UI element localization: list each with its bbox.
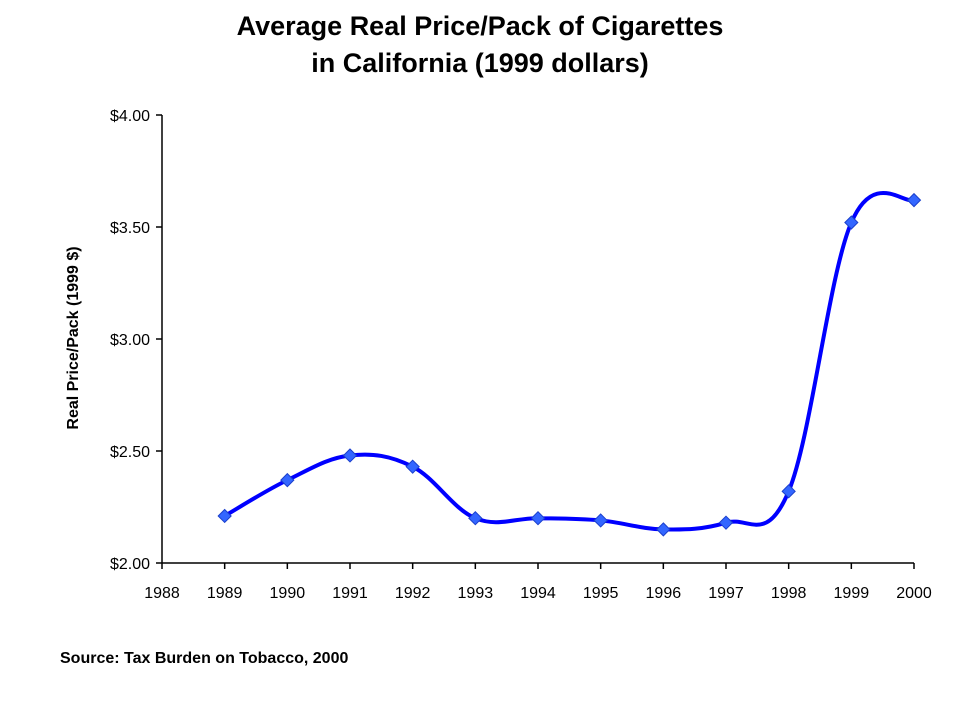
y-axis-label: Real Price/Pack (1999 $)	[65, 246, 82, 429]
y-tick-label: $2.00	[110, 556, 150, 573]
x-tick-label: 1992	[395, 585, 431, 602]
x-tick-labels: 1988 1989 1990 1991 1992 1993 1994 1995 1996 1997…	[144, 585, 932, 602]
series-line	[223, 190, 915, 532]
x-tick-label: 1993	[458, 585, 494, 602]
x-tick-label: 2000	[896, 585, 932, 602]
data-point-marker	[781, 484, 796, 499]
chart-title-line-2: in California (1999 dollars)	[311, 48, 649, 78]
x-tick-label: 1991	[332, 585, 368, 602]
x-tick-label: 1994	[520, 585, 556, 602]
series-group	[217, 190, 922, 537]
y-tick-label: $3.50	[110, 220, 150, 237]
x-tick-label: 1988	[144, 585, 180, 602]
data-point-marker	[906, 192, 922, 208]
x-tick-label: 1990	[270, 585, 306, 602]
data-point-marker	[844, 215, 859, 230]
data-point-marker	[530, 510, 546, 526]
data-point-marker	[405, 459, 420, 474]
y-tick-label: $3.00	[110, 332, 150, 349]
data-point-marker	[468, 510, 483, 526]
y-tick-label: $4.00	[110, 108, 150, 125]
x-tick-label: 1997	[708, 585, 744, 602]
axes	[156, 114, 915, 569]
y-tick-labels: $2.00 $2.50 $3.00 $3.50 $4.00	[110, 108, 150, 573]
data-point-marker	[593, 513, 608, 528]
data-point-marker	[656, 522, 671, 537]
x-tick-label: 1989	[207, 585, 243, 602]
data-point-marker	[718, 515, 734, 530]
x-tick-label: 1998	[771, 585, 807, 602]
data-point-marker	[342, 448, 358, 463]
y-tick-label: $2.50	[110, 444, 150, 461]
chart-title: Average Real Price/Pack of Cigarettes in…	[0, 8, 960, 82]
data-point-marker	[217, 508, 232, 524]
x-tick-label: 1996	[646, 585, 682, 602]
source-note: Source: Tax Burden on Tobacco, 2000	[60, 650, 349, 667]
x-tick-label: 1995	[583, 585, 619, 602]
chart-title-line-1: Average Real Price/Pack of Cigarettes	[236, 11, 724, 41]
data-point-marker	[280, 472, 295, 488]
x-tick-label: 1999	[834, 585, 870, 602]
